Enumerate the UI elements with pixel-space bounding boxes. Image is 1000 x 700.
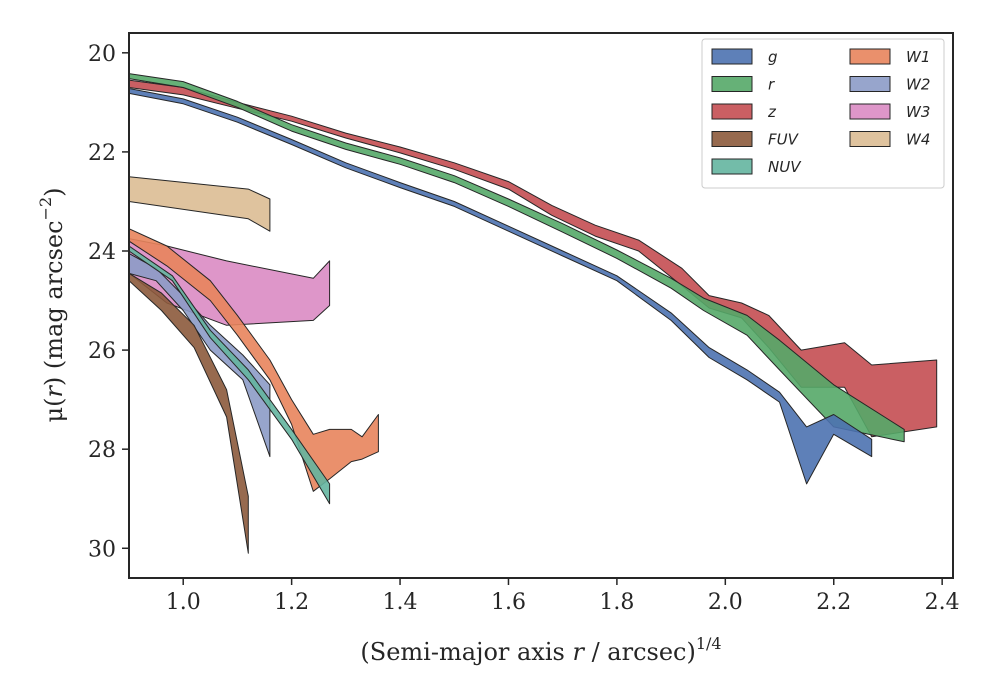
y-tick-label: 28 <box>88 438 116 463</box>
y-tick-label: 30 <box>88 537 116 562</box>
legend-swatch-z <box>711 103 753 120</box>
legend-swatch-w4 <box>849 131 891 147</box>
y-axis: 20 22 24 26 28 30 <box>88 42 129 562</box>
band-w4 <box>129 176 271 232</box>
x-tick-label: 1.0 <box>166 590 201 615</box>
y-tick-label: 26 <box>88 339 116 364</box>
y-tick-label: 22 <box>88 141 116 166</box>
legend-swatch-w3 <box>849 103 891 120</box>
x-tick-label: 1.8 <box>599 590 634 615</box>
x-tick-label: 2.4 <box>925 590 960 615</box>
legend-label-w4: W4 <box>906 131 930 149</box>
legend-label-nuv: NUV <box>768 158 802 176</box>
legend-label-w3: W3 <box>906 103 930 121</box>
legend-label-w1: W1 <box>906 48 930 66</box>
x-tick-label: 1.4 <box>383 590 418 615</box>
legend-label-g: g <box>768 48 778 66</box>
legend-swatch-w2 <box>849 76 891 92</box>
profile-bands <box>129 73 938 554</box>
y-tick-label: 20 <box>88 42 116 67</box>
legend-label-w2: W2 <box>906 76 930 94</box>
plot-frame <box>128 32 954 579</box>
x-tick-label: 1.6 <box>491 590 526 615</box>
legend: grz FUV NUV W1 W2 W3 W4 <box>701 38 945 189</box>
band-fuv <box>129 272 249 554</box>
legend-swatch-nuv <box>711 158 753 175</box>
legend-label-fuv: FUV <box>768 131 800 149</box>
x-tick-label: 1.2 <box>274 590 309 615</box>
legend-swatch-fuv <box>711 131 753 147</box>
band-w1 <box>129 228 379 492</box>
x-axis-title: (Semi-major axis r / arcsec)1/4 <box>360 634 721 666</box>
y-axis-title: μ(r) (mag arcsec−2) <box>36 187 68 422</box>
x-axis: 1.0 1.2 1.4 1.6 1.8 2.0 2.2 2.4 <box>166 578 960 615</box>
legend-label-z: z <box>767 103 777 121</box>
legend-label-r: r <box>768 76 775 94</box>
legend-swatch-g <box>711 48 753 65</box>
band-nuv <box>129 245 331 505</box>
legend-swatch-r <box>711 76 753 92</box>
y-tick-label: 24 <box>88 240 116 265</box>
legend-swatch-w1 <box>849 48 891 65</box>
band-g <box>129 88 873 485</box>
band-r <box>129 73 905 443</box>
x-tick-label: 2.2 <box>816 590 851 615</box>
x-tick-label: 2.0 <box>708 590 743 615</box>
